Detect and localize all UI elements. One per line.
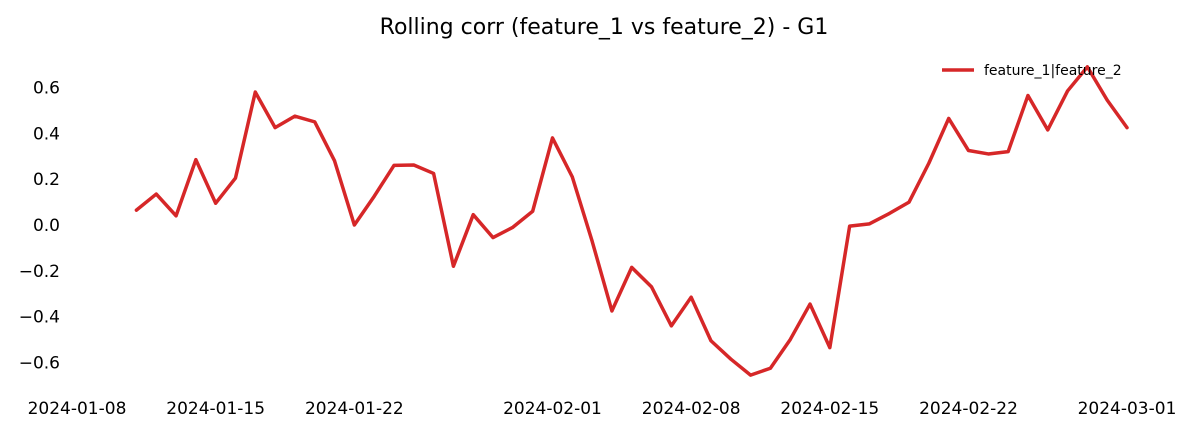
data-point xyxy=(967,149,971,153)
data-point xyxy=(451,264,455,268)
x-tick-label: 2024-02-01 xyxy=(503,399,602,419)
data-point xyxy=(432,171,436,175)
data-point xyxy=(392,163,396,167)
x-tick-label: 2024-01-08 xyxy=(28,399,127,419)
data-point xyxy=(986,152,990,156)
y-tick-label: 0.6 xyxy=(33,79,60,99)
data-point xyxy=(352,223,356,227)
x-axis-ticks: 2024-01-08 2024-01-15 2024-01-22 2024-02-01… xyxy=(28,399,1177,419)
data-point xyxy=(511,225,515,229)
data-point xyxy=(1046,128,1050,132)
data-point xyxy=(253,90,257,94)
data-point xyxy=(689,295,693,299)
data-point xyxy=(610,309,614,313)
data-point xyxy=(828,346,832,350)
data-point xyxy=(848,224,852,228)
data-point xyxy=(293,114,297,118)
y-tick-label: −0.4 xyxy=(19,308,60,328)
data-point xyxy=(1006,150,1010,154)
x-tick-label: 2024-02-15 xyxy=(780,399,879,419)
data-point xyxy=(887,212,891,216)
data-point xyxy=(134,208,138,212)
data-point xyxy=(491,236,495,240)
data-point xyxy=(1066,89,1070,93)
data-point xyxy=(313,120,317,124)
x-tick-label: 2024-01-22 xyxy=(305,399,404,419)
x-tick-label: 2024-02-08 xyxy=(642,399,741,419)
data-point xyxy=(214,201,218,205)
data-point xyxy=(907,200,911,204)
data-point xyxy=(1105,98,1109,102)
data-point xyxy=(333,159,337,163)
legend: feature_1|feature_2 xyxy=(942,63,1122,79)
y-tick-label: 0.2 xyxy=(33,170,60,190)
y-tick-label: −0.6 xyxy=(19,354,60,374)
data-point xyxy=(471,213,475,217)
data-point xyxy=(749,373,753,377)
data-point xyxy=(570,175,574,179)
data-point xyxy=(650,285,654,289)
data-point xyxy=(550,136,554,140)
data-point xyxy=(194,158,198,162)
data-point xyxy=(1026,94,1030,98)
data-point xyxy=(669,324,673,328)
data-point xyxy=(531,209,535,213)
legend-label: feature_1|feature_2 xyxy=(984,63,1122,79)
data-point xyxy=(590,239,594,243)
data-point xyxy=(233,176,237,180)
x-tick-label: 2024-01-15 xyxy=(166,399,265,419)
data-point xyxy=(947,116,951,120)
x-tick-label: 2024-02-22 xyxy=(919,399,1018,419)
data-point xyxy=(273,126,277,130)
data-point xyxy=(927,161,931,165)
data-point xyxy=(1085,65,1089,69)
y-tick-label: 0.4 xyxy=(33,124,60,144)
y-axis-ticks: −0.6 −0.4 −0.2 0.0 0.2 0.4 0.6 xyxy=(19,79,60,374)
data-point xyxy=(808,302,812,306)
data-point xyxy=(768,366,772,370)
data-point xyxy=(709,339,713,343)
data-point xyxy=(372,194,376,198)
data-point xyxy=(630,265,634,269)
x-tick-label: 2024-03-01 xyxy=(1078,399,1177,419)
data-point xyxy=(154,192,158,196)
series-line xyxy=(134,65,1129,377)
data-point xyxy=(412,163,416,167)
data-point xyxy=(174,214,178,218)
data-point xyxy=(729,357,733,361)
data-point xyxy=(788,338,792,342)
data-point xyxy=(867,222,871,226)
chart-title: Rolling corr (feature_1 vs feature_2) - … xyxy=(380,15,829,40)
y-tick-label: −0.2 xyxy=(19,262,60,282)
plot-area xyxy=(134,65,1129,377)
y-tick-label: 0.0 xyxy=(33,216,60,236)
data-point xyxy=(1125,126,1129,130)
